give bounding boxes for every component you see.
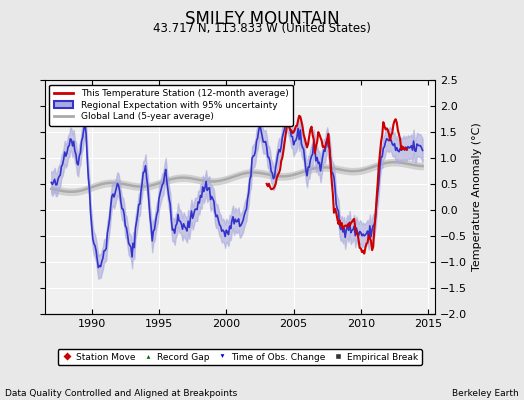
Text: 43.717 N, 113.833 W (United States): 43.717 N, 113.833 W (United States)	[153, 22, 371, 35]
Text: Data Quality Controlled and Aligned at Breakpoints: Data Quality Controlled and Aligned at B…	[5, 389, 237, 398]
Y-axis label: Temperature Anomaly (°C): Temperature Anomaly (°C)	[473, 123, 483, 271]
Text: Berkeley Earth: Berkeley Earth	[452, 389, 519, 398]
Legend: Station Move, Record Gap, Time of Obs. Change, Empirical Break: Station Move, Record Gap, Time of Obs. C…	[58, 349, 422, 365]
Text: SMILEY MOUNTAIN: SMILEY MOUNTAIN	[184, 10, 340, 28]
